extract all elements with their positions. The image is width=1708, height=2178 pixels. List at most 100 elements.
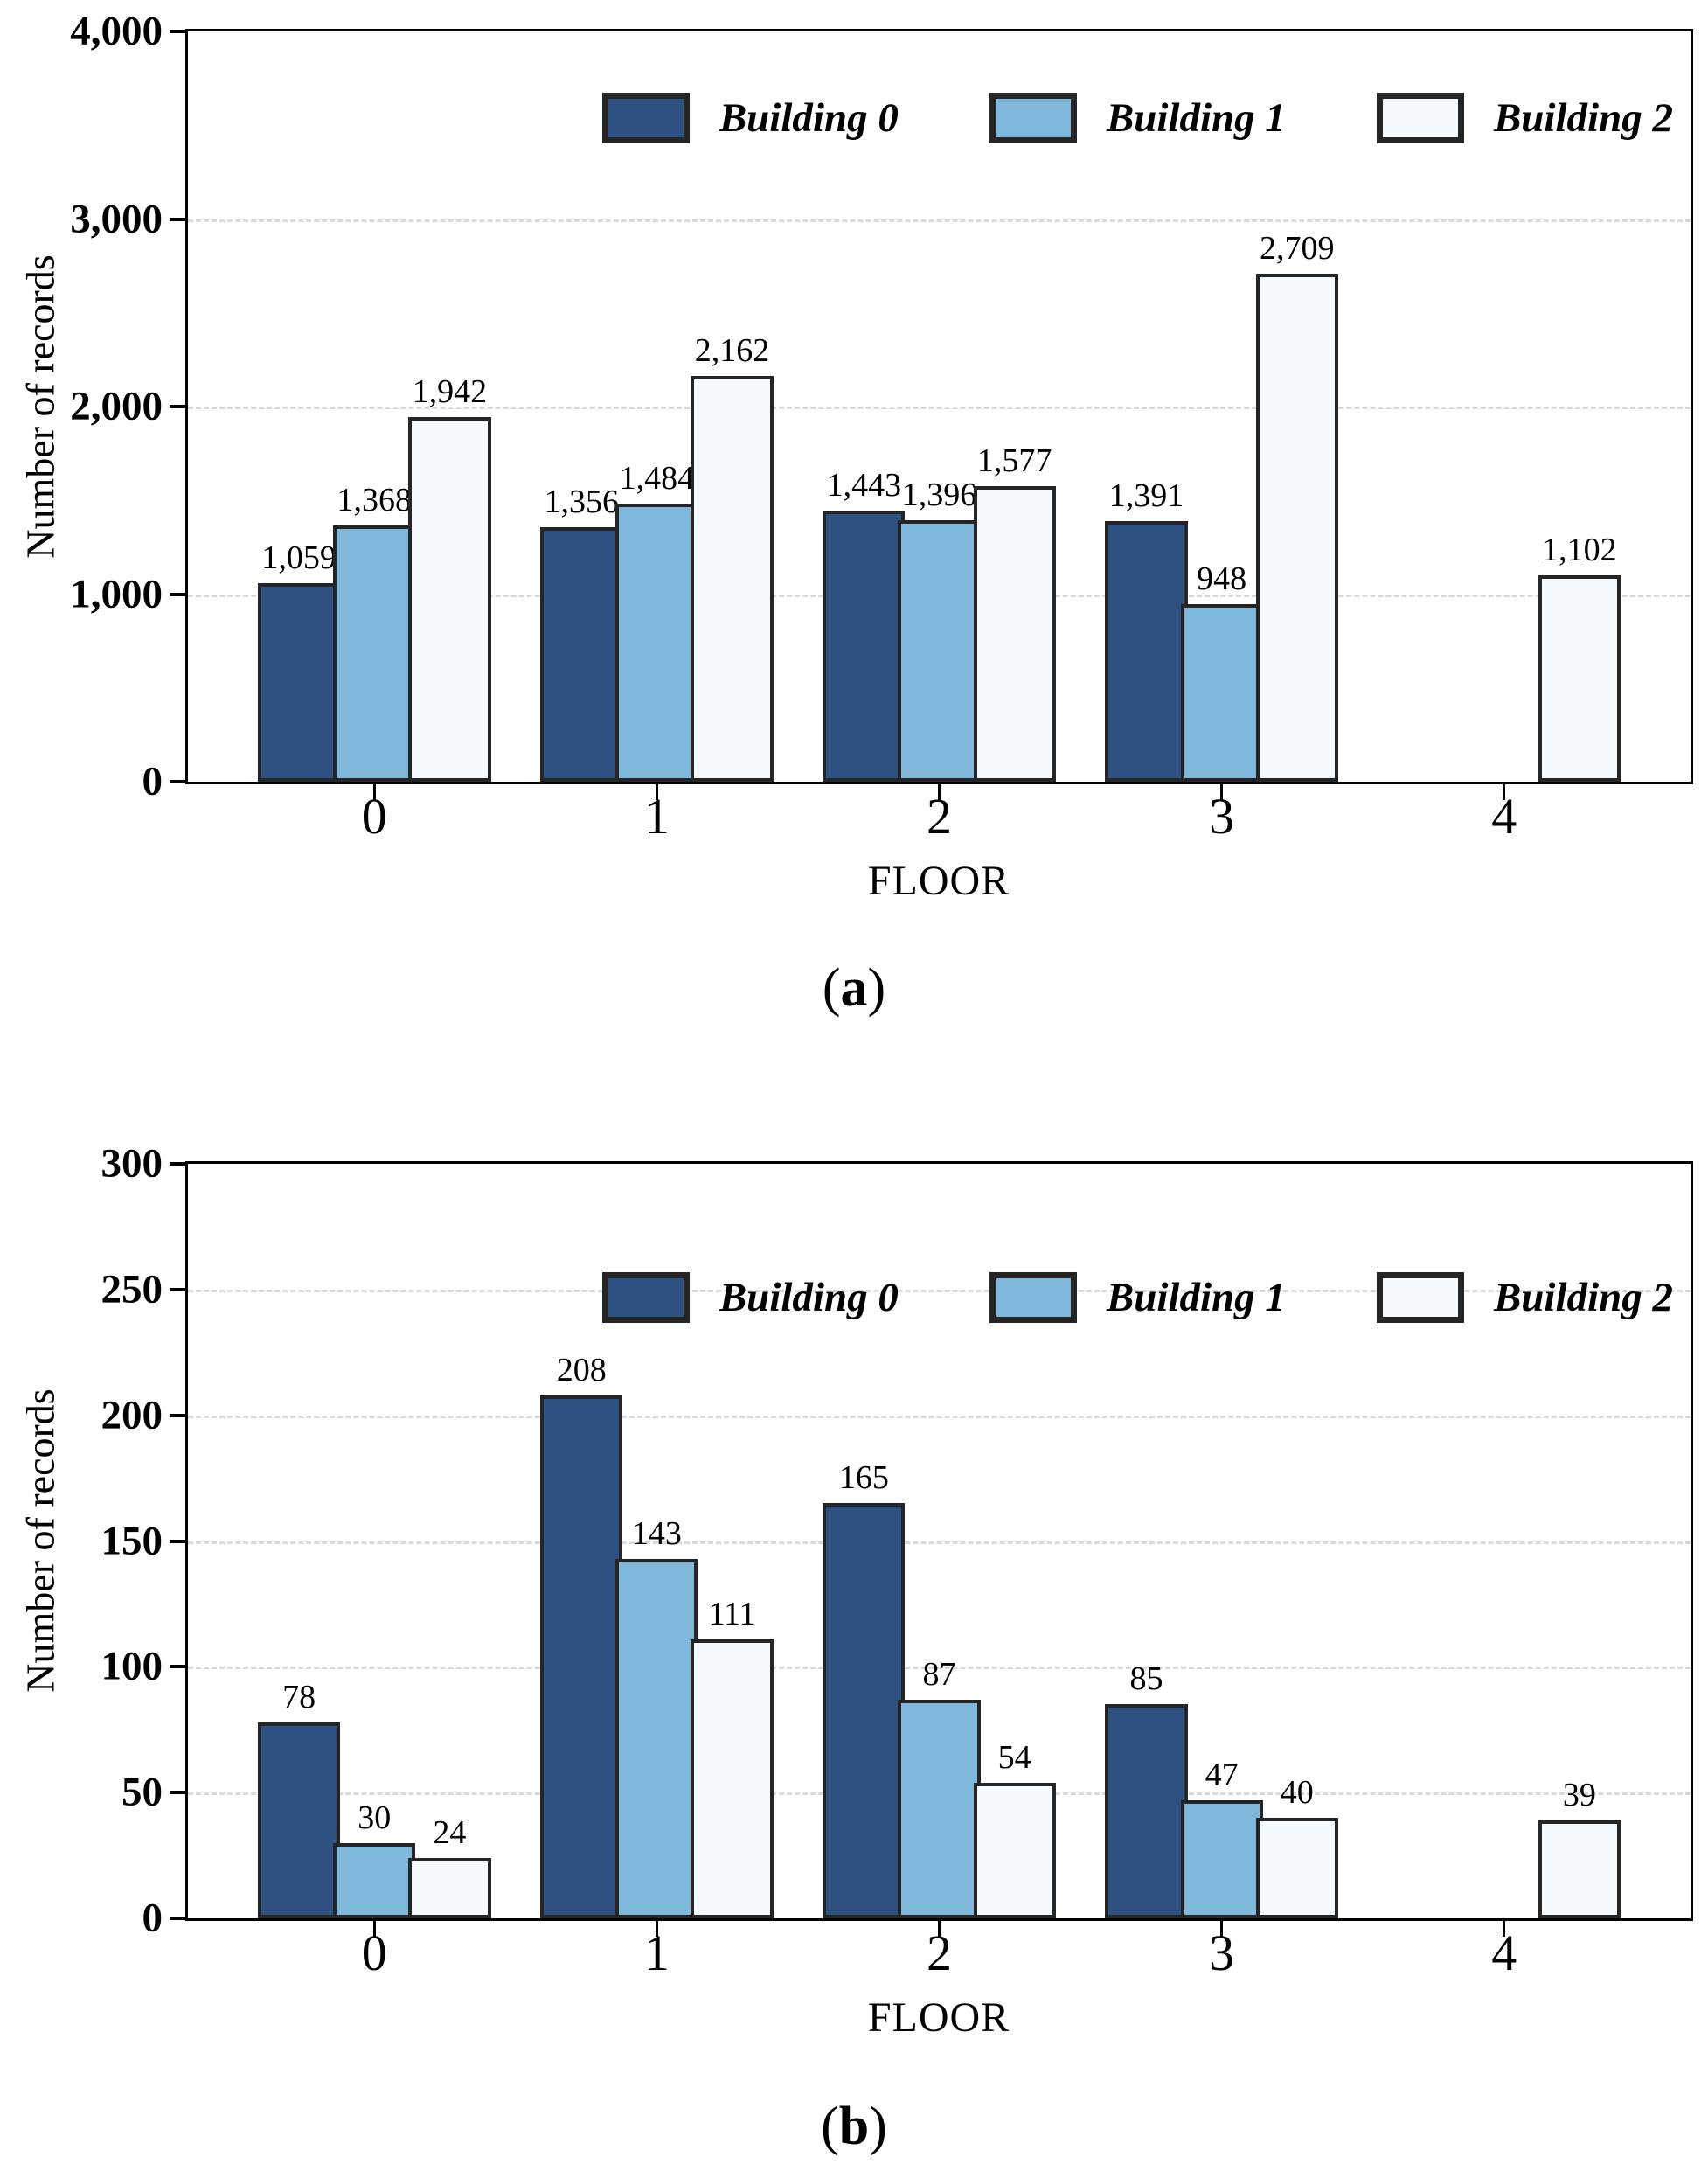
bar-building1-floor-3 [1180, 1799, 1263, 1918]
y-tick-label: 200 [101, 1392, 163, 1438]
x-tick-mark [1503, 784, 1506, 800]
bar-value-label: 1,102 [1542, 531, 1617, 568]
legend-label: Building 0 [719, 94, 899, 141]
bar-building0-floor-0 [257, 1722, 341, 1918]
y-tick-mark [170, 1162, 185, 1166]
caption-paren: ( [822, 958, 841, 1018]
bar-building2-floor-2 [973, 485, 1056, 782]
bar-building2-floor-1 [691, 1639, 774, 1918]
y-tick-label: 4,000 [70, 8, 163, 54]
bar-value-label: 208 [556, 1351, 607, 1388]
caption-paren: ) [869, 2097, 887, 2156]
legend-label: Building 2 [1493, 1274, 1673, 1320]
bar-building2-floor-0 [408, 417, 491, 782]
x-tick-mark [655, 1921, 658, 1937]
caption-letter: b [838, 2097, 870, 2156]
legend-entry-building-0: Building 0 [601, 1272, 899, 1323]
legend-swatch-building-1-icon [989, 93, 1077, 143]
gridline [188, 1667, 1691, 1670]
y-tick-mark [170, 217, 185, 221]
bar-building0-floor-2 [823, 511, 906, 782]
y-tick-mark [170, 1413, 185, 1417]
bar-value-label: 1,368 [337, 481, 413, 518]
bar-value-label: 1,356 [544, 484, 619, 521]
legend-entry-building-2: Building 2 [1376, 93, 1673, 143]
bar-building1-floor-2 [898, 1699, 981, 1918]
y-tick-mark [170, 1791, 185, 1795]
y-tick-label: 2,000 [70, 383, 163, 429]
x-tick-label: 2 [927, 1924, 952, 1981]
bar-value-label: 1,577 [976, 442, 1052, 479]
x-tick-label: 3 [1209, 1924, 1235, 1981]
bar-building1-floor-0 [333, 1842, 416, 1918]
bar-value-label: 111 [708, 1595, 756, 1632]
y-tick-label: 0 [142, 758, 163, 804]
x-axis-title: FLOOR [867, 858, 1010, 904]
y-tick-mark [170, 30, 185, 33]
bar-building1-floor-1 [615, 1558, 698, 1918]
legend-label: Building 1 [1106, 94, 1286, 141]
bar-value-label: 165 [838, 1459, 889, 1497]
bar-building1-floor-0 [333, 525, 416, 782]
x-tick-label: 4 [1491, 788, 1517, 845]
legend: Building 0 Building 1 Building 2 [601, 93, 1673, 143]
legend-swatch-building-0-icon [601, 1272, 690, 1323]
legend-label: Building 2 [1493, 94, 1673, 141]
gridline [188, 594, 1691, 597]
x-tick-label: 1 [643, 788, 670, 845]
x-tick-label: 3 [1209, 788, 1235, 845]
bar-value-label: 2,709 [1260, 229, 1335, 267]
y-axis-title: Number of records [17, 254, 63, 559]
legend-entry-building-2: Building 2 [1376, 1272, 1673, 1323]
x-axis-title: FLOOR [867, 1994, 1010, 2041]
bar-building0-floor-2 [823, 1503, 906, 1918]
x-tick-label: 4 [1491, 1924, 1517, 1981]
caption-letter: a [840, 958, 868, 1018]
bar-building1-floor-3 [1180, 603, 1263, 782]
bar-value-label: 40 [1280, 1773, 1314, 1811]
y-tick-label: 0 [142, 1895, 163, 1941]
bar-building2-floor-0 [408, 1857, 491, 1918]
bar-value-label: 1,391 [1108, 477, 1184, 514]
bar-building2-floor-4 [1538, 574, 1621, 782]
y-tick-mark [170, 592, 185, 596]
x-tick-mark [938, 1921, 941, 1937]
bar-building0-floor-0 [257, 582, 341, 782]
x-tick-mark [1220, 1921, 1224, 1937]
x-tick-mark [655, 784, 658, 800]
y-tick-label: 150 [101, 1518, 163, 1563]
bar-building0-floor-1 [540, 527, 623, 782]
y-tick-mark [170, 1665, 185, 1669]
bar-value-label: 2,162 [694, 332, 770, 370]
y-tick-mark [170, 780, 185, 783]
caption-a: (a) [0, 958, 1708, 1018]
x-tick-mark [938, 784, 941, 800]
caption-paren: ) [867, 958, 886, 1018]
bar-building1-floor-2 [898, 519, 981, 782]
bar-building2-floor-4 [1538, 1820, 1621, 1918]
bar-building2-floor-1 [691, 376, 774, 782]
y-tick-label: 300 [101, 1140, 163, 1186]
bar-value-label: 143 [631, 1514, 682, 1552]
legend-swatch-building-0-icon [601, 93, 690, 143]
y-tick-label: 100 [101, 1643, 163, 1689]
gridline [188, 1289, 1691, 1292]
legend-swatch-building-2-icon [1376, 93, 1464, 143]
y-tick-mark [170, 405, 185, 408]
x-tick-label: 0 [361, 788, 387, 845]
caption-paren: ( [821, 2097, 839, 2156]
bar-value-label: 1,443 [826, 467, 902, 504]
bar-value-label: 47 [1205, 1756, 1239, 1793]
y-tick-label: 1,000 [70, 571, 163, 616]
bar-value-label: 1,484 [619, 459, 695, 497]
gridline [188, 1415, 1691, 1418]
bar-value-label: 39 [1562, 1776, 1596, 1813]
bar-building1-floor-1 [615, 503, 698, 782]
bar-value-label: 78 [282, 1678, 316, 1715]
bar-value-label: 87 [922, 1655, 956, 1693]
gridline [188, 219, 1691, 222]
plot-area: Building 0 Building 1 Building 2 1,059 1,… [185, 29, 1693, 784]
legend-swatch-building-2-icon [1376, 1272, 1464, 1323]
plot-area: Building 0 Building 1 Building 2 78 208 16… [185, 1161, 1693, 1921]
